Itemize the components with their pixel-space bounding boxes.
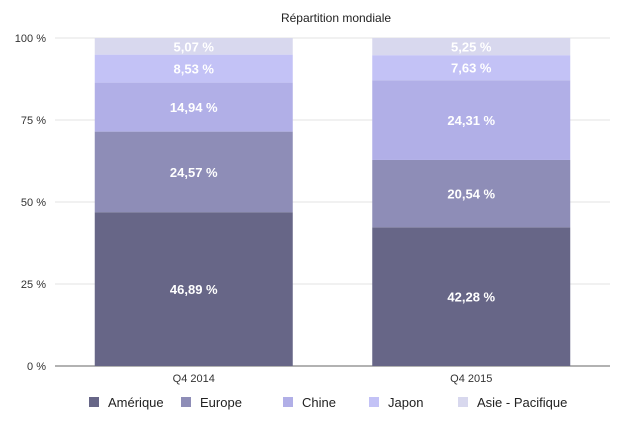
legend: Amérique Europe Chine Japon Asie - Pacifique [89, 395, 567, 410]
bar-segment [94, 131, 293, 213]
bars: 46,89 % 24,57 % 14,94 % 8,53 % 5,07 % 42,28 %… [94, 37, 571, 366]
data-label: 14,94 % [170, 100, 218, 115]
legend-label: Amérique [108, 395, 164, 410]
legend-swatch [89, 397, 99, 407]
legend-label: Japon [388, 395, 423, 410]
legend-swatch [181, 397, 191, 407]
bar-segment [372, 80, 571, 160]
data-label: 46,89 % [170, 282, 218, 297]
y-tick-label: 75 % [21, 115, 46, 127]
bar-segment [372, 227, 571, 366]
bar-segment [372, 159, 571, 228]
legend-swatch [283, 397, 293, 407]
data-label: 24,31 % [447, 113, 495, 128]
data-label: 5,25 % [451, 40, 492, 55]
legend-swatch [458, 397, 468, 407]
data-label: 42,28 % [447, 290, 495, 305]
y-tick-label: 25 % [21, 279, 46, 291]
x-tick-label: Q4 2014 [173, 373, 215, 385]
bar-segment [94, 54, 293, 83]
y-tick-label: 0 % [27, 361, 46, 373]
x-axis: Q4 2014 Q4 2015 [173, 373, 493, 385]
chart-title: Répartition mondiale [281, 11, 391, 25]
legend-swatch [369, 397, 379, 407]
x-tick-label: Q4 2015 [450, 373, 492, 385]
data-label: 20,54 % [447, 187, 495, 202]
legend-label: Chine [302, 395, 336, 410]
bar-segment [94, 212, 293, 366]
bar-segment [372, 37, 571, 56]
legend-label: Europe [200, 395, 242, 410]
data-label: 7,63 % [451, 61, 492, 76]
y-tick-label: 50 % [21, 197, 46, 209]
data-label: 8,53 % [174, 62, 215, 77]
y-tick-label: 100 % [15, 33, 46, 45]
data-label: 5,07 % [174, 39, 215, 54]
legend-label: Asie - Pacifique [477, 395, 567, 410]
y-axis: 0 % 25 % 50 % 75 % 100 % [15, 33, 46, 373]
bar-segment [372, 55, 571, 81]
bar-segment [94, 38, 293, 55]
data-label: 24,57 % [170, 165, 218, 180]
bar-segment [94, 82, 293, 132]
